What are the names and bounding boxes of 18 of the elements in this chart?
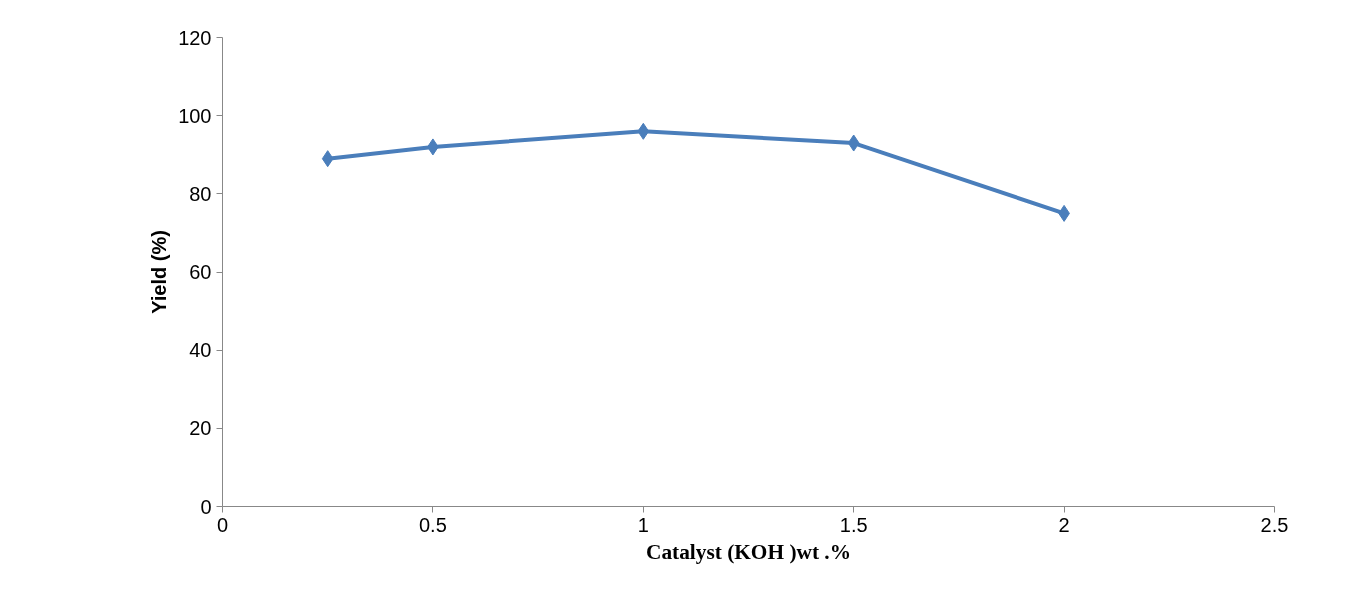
y-tick-label: 60	[189, 261, 212, 283]
x-tick-label: 1	[637, 513, 649, 536]
y-tick-label: 100	[178, 104, 212, 127]
y-tick-label: 40	[189, 339, 212, 362]
point	[321, 150, 334, 168]
y-axis-title: Yield (%)	[148, 230, 171, 314]
x-tick-label: 2.5	[1260, 513, 1289, 536]
x-tick-label: 2	[1058, 513, 1070, 536]
x-axis-title: Catalyst (KOH )wt .%	[646, 539, 851, 564]
x-tick-label: 1.5	[839, 513, 868, 536]
y-tick-label: 0	[200, 495, 212, 518]
x-tick-label: 0	[216, 513, 229, 536]
x-tick-label: 0.5	[419, 513, 447, 536]
y-tick-label: 80	[189, 182, 212, 205]
point	[637, 122, 650, 140]
y-tick-label: 120	[178, 26, 212, 49]
y-tick-label: 20	[189, 417, 212, 440]
point	[847, 134, 860, 152]
